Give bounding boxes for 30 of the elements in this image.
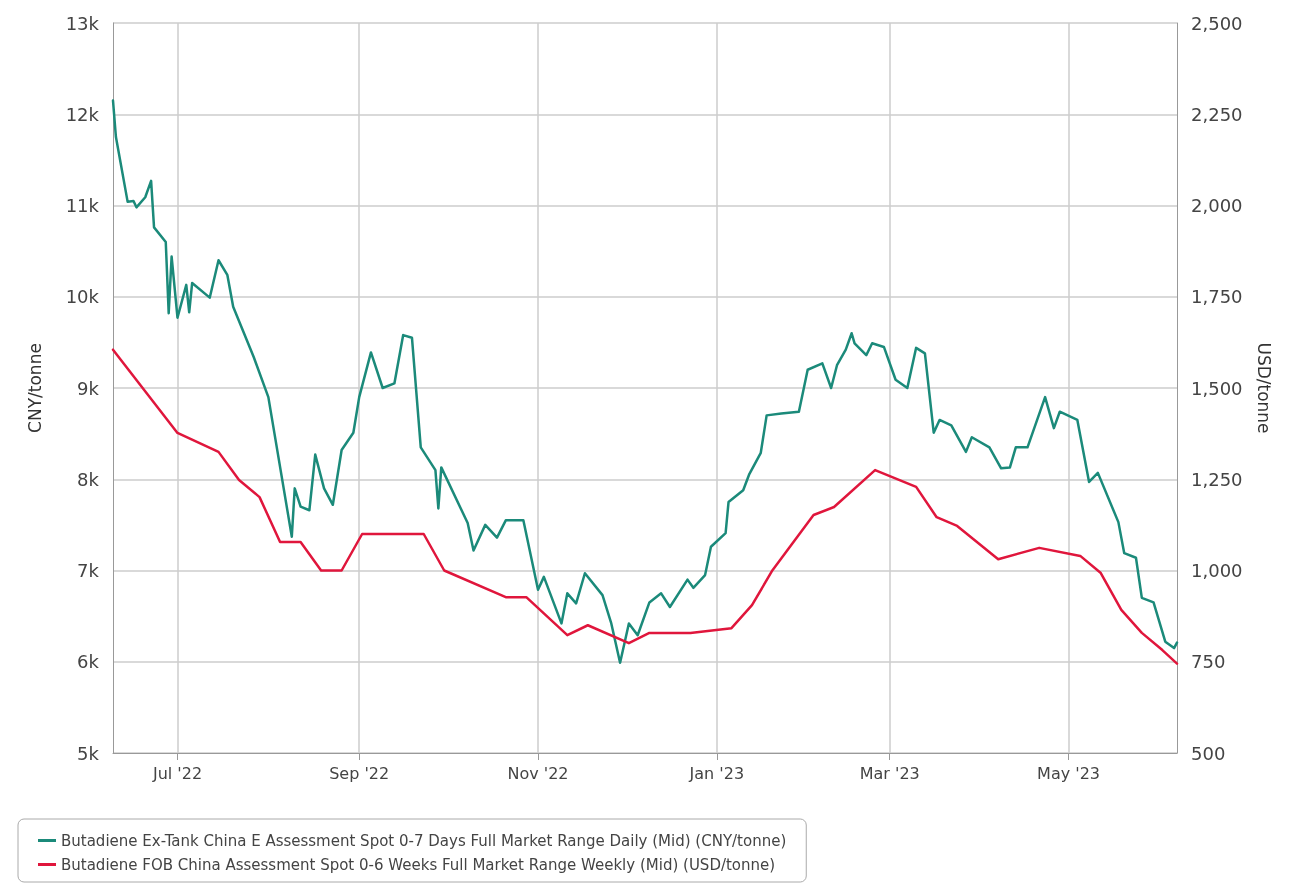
y-tick-label: 5k <box>77 742 100 764</box>
y2-tick-label: 750 <box>1191 651 1226 673</box>
y2-axis-title: USD/tonne <box>1253 342 1274 434</box>
y2-tick-label: 1,000 <box>1191 560 1243 581</box>
y2-tick-label: 1,500 <box>1191 377 1243 399</box>
y2-tick-label: 1,750 <box>1191 286 1243 308</box>
x-tick-label: May '23 <box>1037 763 1101 783</box>
y2-tick-label: 2,250 <box>1191 103 1243 125</box>
y-tick-label: 10k <box>65 286 100 308</box>
y-tick-label: 11k <box>65 195 100 216</box>
y-tick-label: 7k <box>77 560 100 581</box>
y-tick-label: 12k <box>65 103 100 125</box>
legend-label: Butadiene FOB China Assessment Spot 0-6 Weeks Full Market Range Weekly (Mid) (USD/tonne) <box>61 855 776 874</box>
x-tick-label: Sep '22 <box>329 763 390 783</box>
x-tick-label: Mar '23 <box>859 763 920 783</box>
y2-tick-label: 2,500 <box>1191 12 1243 34</box>
y-tick-label: 13k <box>65 12 100 34</box>
legend-label: Butadiene Ex-Tank China E Assessment Spot 0-7 Days Full Market Range Daily (Mid) (CNY/tonne) <box>61 831 787 850</box>
x-tick-label: Nov '22 <box>507 763 569 783</box>
x-tick-label: Jul '22 <box>151 763 203 783</box>
y-tick-label: 6k <box>77 651 100 673</box>
y-tick-label: 9k <box>77 377 100 399</box>
line-series <box>111 348 1179 665</box>
x-tick-label: Jan '23 <box>688 763 745 783</box>
y-axis-title: CNY/tonne <box>24 343 45 433</box>
y-tick-label: 8k <box>77 468 100 490</box>
line-series <box>111 99 1179 664</box>
y2-tick-label: 2,000 <box>1191 195 1243 216</box>
y2-tick-label: 1,250 <box>1191 468 1243 490</box>
y2-tick-label: 500 <box>1191 742 1226 764</box>
